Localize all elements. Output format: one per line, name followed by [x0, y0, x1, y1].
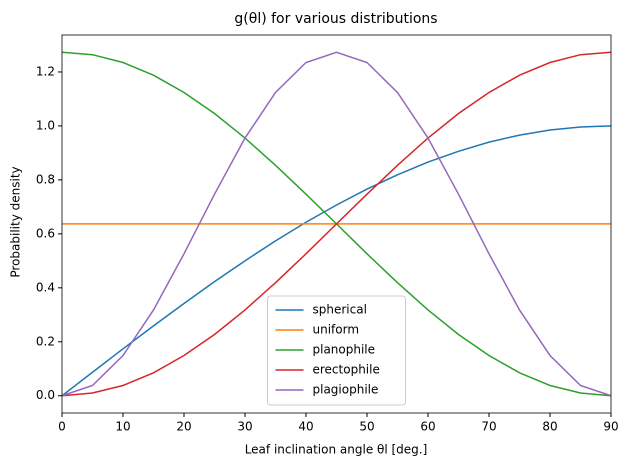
x-tick-label: 90: [603, 420, 618, 434]
plot-frame: [61, 34, 612, 414]
line-series: [61, 125, 612, 397]
x-tick-label: 50: [359, 420, 374, 434]
y-tick-label: 0.2: [36, 334, 55, 348]
x-tick-label: 80: [542, 420, 557, 434]
legend-label: spherical: [313, 303, 367, 317]
y-tick-label: 1.0: [36, 118, 55, 132]
x-tick-label: 40: [298, 420, 313, 434]
line-series: [61, 51, 612, 397]
y-tick-label: 1.2: [36, 64, 55, 78]
legend-label: erectophile: [313, 363, 380, 377]
y-tick-label: 0.4: [36, 280, 55, 294]
line-series: [61, 51, 612, 397]
y-tick-label: 0.0: [36, 388, 55, 402]
y-tick-label: 0.6: [36, 226, 55, 240]
y-axis-label: Probability density: [9, 166, 23, 277]
legend-label: planophile: [313, 343, 376, 357]
legend-label: uniform: [313, 323, 360, 337]
y-tick-label: 0.8: [36, 172, 55, 186]
x-axis-label: Leaf inclination angle θl [deg.]: [245, 443, 428, 457]
x-tick-label: 60: [420, 420, 435, 434]
chart-title: g(θl) for various distributions: [234, 11, 437, 27]
x-tick-label: 0: [58, 420, 66, 434]
legend-label: plagiophile: [313, 383, 379, 397]
x-tick-label: 10: [115, 420, 130, 434]
x-tick-label: 20: [176, 420, 191, 434]
x-tick-label: 70: [481, 420, 496, 434]
x-tick-label: 30: [237, 420, 252, 434]
legend-box: [267, 295, 406, 406]
